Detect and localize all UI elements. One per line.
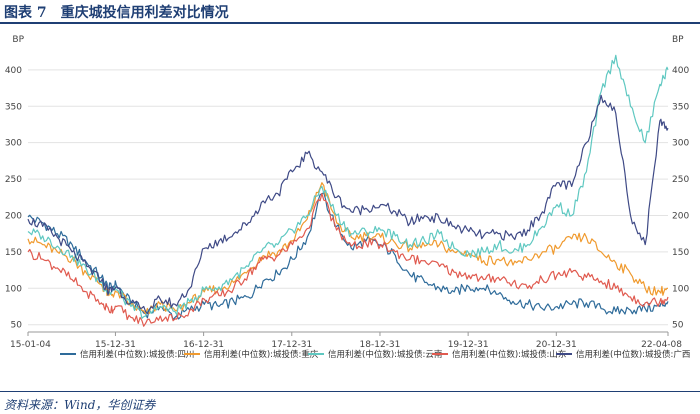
legend-label: 信用利差(中位数):城投债:云南 bbox=[328, 349, 442, 360]
y-tick-label-right: 150 bbox=[672, 248, 689, 258]
y-axis-unit-right: BP bbox=[672, 35, 684, 45]
y-tick-label: 100 bbox=[5, 284, 22, 294]
y-tick-label: 300 bbox=[5, 139, 22, 149]
series-line bbox=[27, 193, 669, 327]
y-tick-label: 250 bbox=[5, 175, 22, 185]
y-tick-label-right: 300 bbox=[672, 139, 689, 149]
series-line bbox=[27, 94, 669, 315]
x-tick-label: 17-12-31 bbox=[271, 340, 312, 350]
x-tick-label: 22-04-08 bbox=[641, 340, 682, 350]
y-tick-label: 50 bbox=[11, 321, 23, 331]
x-tick-label: 15-01-04 bbox=[10, 340, 51, 350]
series-line bbox=[27, 182, 668, 315]
chart-canvas: 50 50 100 100 150 150 200 200 250 250 300 300 350 350… bbox=[5, 35, 691, 360]
x-tick-label: 19-12-31 bbox=[448, 340, 489, 350]
y-tick-label-right: 250 bbox=[672, 175, 689, 185]
series-line bbox=[27, 54, 669, 319]
legend-label: 信用利差(中位数):城投债:广西 bbox=[576, 349, 690, 360]
y-tick-label-right: 400 bbox=[672, 66, 689, 76]
y-tick-label: 400 bbox=[5, 66, 22, 76]
source-note: 资料来源：Wind，华创证券 bbox=[4, 398, 156, 412]
source-divider bbox=[0, 391, 700, 392]
legend-label: 信用利差(中位数):城投债:重庆 bbox=[204, 349, 319, 360]
y-tick-label-right: 100 bbox=[672, 284, 689, 294]
y-tick-label: 150 bbox=[5, 248, 22, 258]
y-axis-unit-left: BP bbox=[12, 35, 24, 45]
y-tick-label: 200 bbox=[5, 211, 22, 221]
x-tick-label: 20-12-31 bbox=[536, 340, 577, 350]
x-tick-label: 15-12-31 bbox=[95, 340, 136, 350]
y-tick-label-right: 200 bbox=[672, 211, 689, 221]
x-tick-label: 16-12-31 bbox=[183, 340, 224, 350]
x-tick-label: 18-12-31 bbox=[360, 340, 401, 350]
title-divider bbox=[0, 22, 700, 24]
y-tick-label-right: 50 bbox=[672, 321, 684, 331]
legend-label: 信用利差(中位数):城投债:四川 bbox=[80, 349, 194, 360]
title-bar: 图表 7 重庆城投信用利差对比情况 bbox=[0, 0, 700, 24]
y-tick-label-right: 350 bbox=[672, 102, 689, 112]
legend-label: 信用利差(中位数):城投债:山东 bbox=[452, 349, 566, 360]
page-title: 图表 7 重庆城投信用利差对比情况 bbox=[4, 5, 229, 21]
y-tick-label: 350 bbox=[5, 102, 22, 112]
